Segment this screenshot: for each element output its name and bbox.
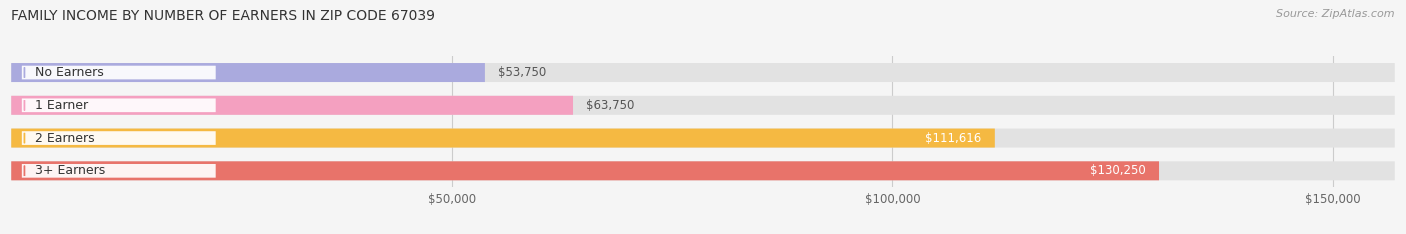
Text: $53,750: $53,750 bbox=[498, 66, 547, 79]
Text: $111,616: $111,616 bbox=[925, 132, 981, 145]
Text: 3+ Earners: 3+ Earners bbox=[35, 164, 105, 177]
FancyBboxPatch shape bbox=[22, 66, 215, 79]
Text: 1 Earner: 1 Earner bbox=[35, 99, 89, 112]
FancyBboxPatch shape bbox=[11, 63, 485, 82]
Text: No Earners: No Earners bbox=[35, 66, 104, 79]
FancyBboxPatch shape bbox=[11, 96, 574, 115]
FancyBboxPatch shape bbox=[11, 161, 1395, 180]
FancyBboxPatch shape bbox=[11, 63, 1395, 82]
Text: Source: ZipAtlas.com: Source: ZipAtlas.com bbox=[1277, 9, 1395, 19]
Text: $63,750: $63,750 bbox=[586, 99, 634, 112]
Text: 2 Earners: 2 Earners bbox=[35, 132, 94, 145]
FancyBboxPatch shape bbox=[11, 96, 1395, 115]
FancyBboxPatch shape bbox=[11, 128, 1395, 148]
Text: $130,250: $130,250 bbox=[1090, 164, 1146, 177]
FancyBboxPatch shape bbox=[22, 164, 215, 178]
FancyBboxPatch shape bbox=[11, 128, 995, 148]
Text: FAMILY INCOME BY NUMBER OF EARNERS IN ZIP CODE 67039: FAMILY INCOME BY NUMBER OF EARNERS IN ZI… bbox=[11, 9, 436, 23]
FancyBboxPatch shape bbox=[22, 99, 215, 112]
FancyBboxPatch shape bbox=[22, 131, 215, 145]
FancyBboxPatch shape bbox=[11, 161, 1159, 180]
